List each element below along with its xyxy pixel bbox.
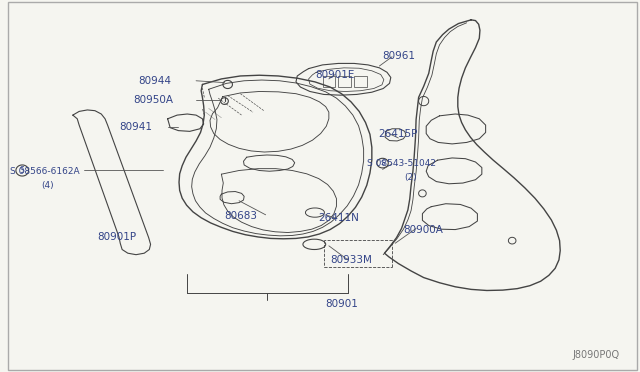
Text: 80950A: 80950A <box>133 95 173 105</box>
Bar <box>354 76 367 87</box>
Text: 80933M: 80933M <box>330 255 372 265</box>
Text: 80900A: 80900A <box>404 225 444 235</box>
Text: J8090P0Q: J8090P0Q <box>573 350 620 360</box>
Text: 80961: 80961 <box>382 51 415 61</box>
Text: 26415P: 26415P <box>379 129 418 139</box>
Text: S 08543-51042: S 08543-51042 <box>367 159 436 169</box>
Text: S: S <box>380 160 385 166</box>
Text: 80901E: 80901E <box>316 70 355 80</box>
Text: (2): (2) <box>404 173 417 182</box>
Bar <box>339 76 351 87</box>
Text: 80901: 80901 <box>325 299 358 309</box>
Text: 80683: 80683 <box>224 211 257 221</box>
Text: 26411N: 26411N <box>318 214 359 224</box>
Text: S 08566-6162A: S 08566-6162A <box>10 167 79 176</box>
Text: (4): (4) <box>41 181 54 190</box>
Text: 80901P: 80901P <box>97 232 136 242</box>
Text: 80944: 80944 <box>138 76 172 86</box>
Text: 80941: 80941 <box>120 122 152 132</box>
Text: S: S <box>20 166 24 175</box>
Bar <box>323 76 335 87</box>
